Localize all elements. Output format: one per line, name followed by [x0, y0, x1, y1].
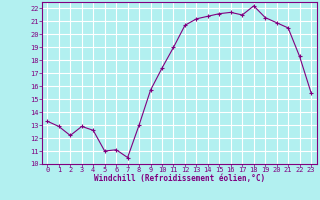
X-axis label: Windchill (Refroidissement éolien,°C): Windchill (Refroidissement éolien,°C): [94, 174, 265, 183]
